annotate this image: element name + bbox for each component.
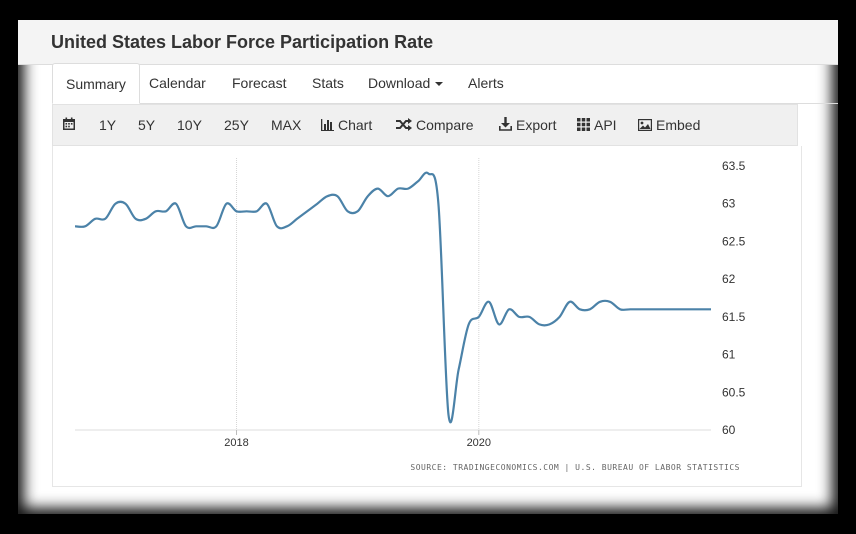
api-button[interactable]: API [577, 105, 617, 145]
range-5y-button[interactable]: 5Y [138, 117, 156, 133]
tab-bar: Summary Calendar Forecast Stats Download… [52, 63, 838, 104]
range-max-button[interactable]: MAX [271, 117, 302, 133]
series-line [74, 171, 711, 424]
bar-chart-icon [321, 106, 334, 146]
tab-forecast[interactable]: Forecast [219, 63, 299, 103]
tab-calendar-label: Calendar [149, 75, 206, 91]
calendar-button[interactable] [62, 105, 80, 145]
y-tick-label-63: 63 [722, 197, 736, 211]
export-label: Export [516, 117, 557, 133]
calendar-icon [62, 106, 76, 146]
export-button[interactable]: Export [499, 105, 556, 145]
y-tick-label-60-5: 60.5 [722, 385, 746, 399]
x-tick-label-2018: 2018 [224, 437, 248, 449]
image-icon [638, 106, 653, 146]
embed-button[interactable]: Embed [638, 105, 700, 145]
embed-label: Embed [656, 117, 701, 133]
range-25y-button[interactable]: 25Y [224, 117, 249, 133]
chart-panel: 2018 2020 63.5 63 62.5 62 61.5 61 60.5 60 SOURCE:… [52, 146, 802, 487]
grid-icon [577, 106, 590, 146]
tab-calendar[interactable]: Calendar [136, 63, 219, 103]
compare-button[interactable]: Compare [396, 105, 474, 145]
shuffle-icon [396, 106, 412, 146]
y-tick-label-63-5: 63.5 [722, 159, 746, 173]
tab-summary[interactable]: Summary [52, 63, 140, 104]
x-tick-label-2020: 2020 [467, 437, 491, 449]
tab-download[interactable]: Download [355, 63, 456, 103]
y-tick-label-60: 60 [722, 423, 736, 437]
page-title: United States Labor Force Participation … [51, 32, 434, 52]
tab-alerts[interactable]: Alerts [455, 63, 517, 103]
source-credit: SOURCE: TRADINGECONOMICS.COM | U.S. BURE… [410, 463, 740, 472]
range-10y-button[interactable]: 10Y [177, 117, 202, 133]
chart-type-label: Chart [338, 117, 373, 133]
y-tick-label-61-5: 61.5 [722, 310, 746, 324]
tab-download-label: Download [368, 75, 431, 91]
chart-type-button[interactable]: Chart [321, 105, 372, 145]
title-bar: United States Labor Force Participation … [18, 20, 838, 65]
tab-alerts-label: Alerts [468, 75, 504, 91]
line-chart: 2018 2020 63.5 63 62.5 62 61.5 61 60.5 60 [74, 158, 746, 449]
window-frame: United States Labor Force Participation … [18, 20, 838, 514]
download-icon [499, 106, 512, 146]
tab-forecast-label: Forecast [232, 75, 287, 91]
chevron-down-icon [435, 82, 444, 87]
range-1y-button[interactable]: 1Y [99, 117, 117, 133]
y-tick-label-62: 62 [722, 272, 736, 286]
chart-toolbar: 1Y 5Y 10Y 25Y MAX Chart Compare Export A… [52, 104, 798, 146]
compare-label: Compare [416, 117, 474, 133]
tab-stats-label: Stats [312, 75, 344, 91]
api-label: API [594, 117, 617, 133]
tab-stats[interactable]: Stats [299, 63, 357, 103]
y-tick-label-62-5: 62.5 [722, 234, 746, 248]
tab-summary-label: Summary [66, 76, 126, 92]
y-tick-label-61: 61 [722, 348, 736, 362]
